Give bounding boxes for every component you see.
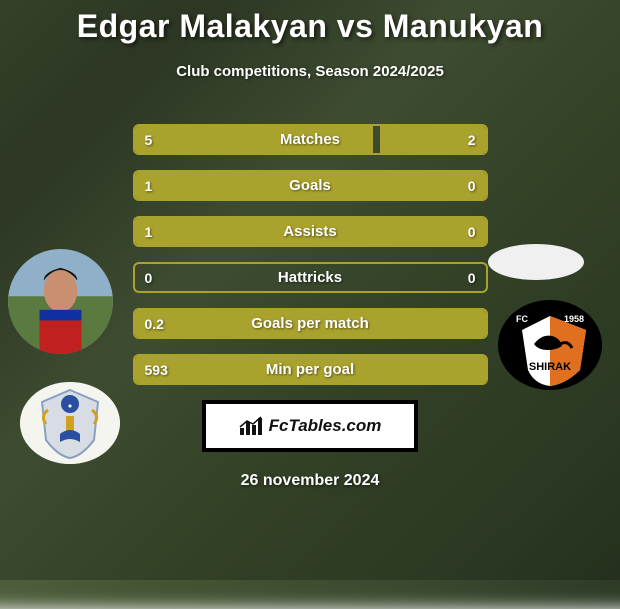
stat-value-right: 0 bbox=[468, 224, 476, 240]
stat-label: Hattricks bbox=[278, 269, 342, 286]
page-title: Edgar Malakyan vs Manukyan bbox=[0, 8, 620, 45]
subtitle: Club competitions, Season 2024/2025 bbox=[0, 63, 620, 80]
player1-club-logo bbox=[20, 382, 120, 464]
stat-value-left: 1 bbox=[145, 178, 153, 194]
stat-row: 1 Assists 0 bbox=[133, 216, 488, 247]
svg-text:FC: FC bbox=[516, 314, 528, 324]
watermark-text: FcTables.com bbox=[269, 416, 382, 436]
stat-value-left: 0 bbox=[145, 270, 153, 286]
player2-club-svg: FC 1958 SHIRAK bbox=[498, 300, 602, 390]
player1-photo bbox=[8, 249, 113, 354]
stat-label: Assists bbox=[283, 223, 336, 240]
stat-value-left: 593 bbox=[145, 362, 168, 378]
stat-value-left: 0.2 bbox=[145, 316, 164, 332]
watermark-box: FcTables.com bbox=[202, 400, 418, 452]
stat-label: Min per goal bbox=[266, 361, 354, 378]
svg-text:SHIRAK: SHIRAK bbox=[529, 361, 571, 373]
stat-row: 0.2 Goals per match bbox=[133, 308, 488, 339]
stat-label: Goals bbox=[289, 177, 331, 194]
date-text: 26 november 2024 bbox=[0, 472, 620, 490]
stat-value-left: 5 bbox=[145, 132, 153, 148]
player1-club-svg bbox=[20, 382, 120, 464]
stat-value-right: 0 bbox=[468, 270, 476, 286]
stat-row: 0 Hattricks 0 bbox=[133, 262, 488, 293]
stat-label: Matches bbox=[280, 131, 340, 148]
stat-value-left: 1 bbox=[145, 224, 153, 240]
stat-row: 5 Matches 2 bbox=[133, 124, 488, 155]
svg-text:1958: 1958 bbox=[564, 314, 584, 324]
stat-value-right: 2 bbox=[468, 132, 476, 148]
stat-row: 1 Goals 0 bbox=[133, 170, 488, 201]
content-root: Edgar Malakyan vs Manukyan Club competit… bbox=[0, 0, 620, 580]
player2-club-logo: FC 1958 SHIRAK bbox=[498, 300, 602, 390]
stat-row: 593 Min per goal bbox=[133, 354, 488, 385]
bar-chart-icon bbox=[239, 416, 263, 436]
player1-photo-svg bbox=[8, 249, 113, 354]
stat-value-right: 0 bbox=[468, 178, 476, 194]
stats-area: FC 1958 SHIRAK 5 Matches 2 1 Goals 0 1 Assists 0… bbox=[0, 124, 620, 385]
stat-label: Goals per match bbox=[251, 315, 369, 332]
player2-photo bbox=[488, 244, 584, 280]
